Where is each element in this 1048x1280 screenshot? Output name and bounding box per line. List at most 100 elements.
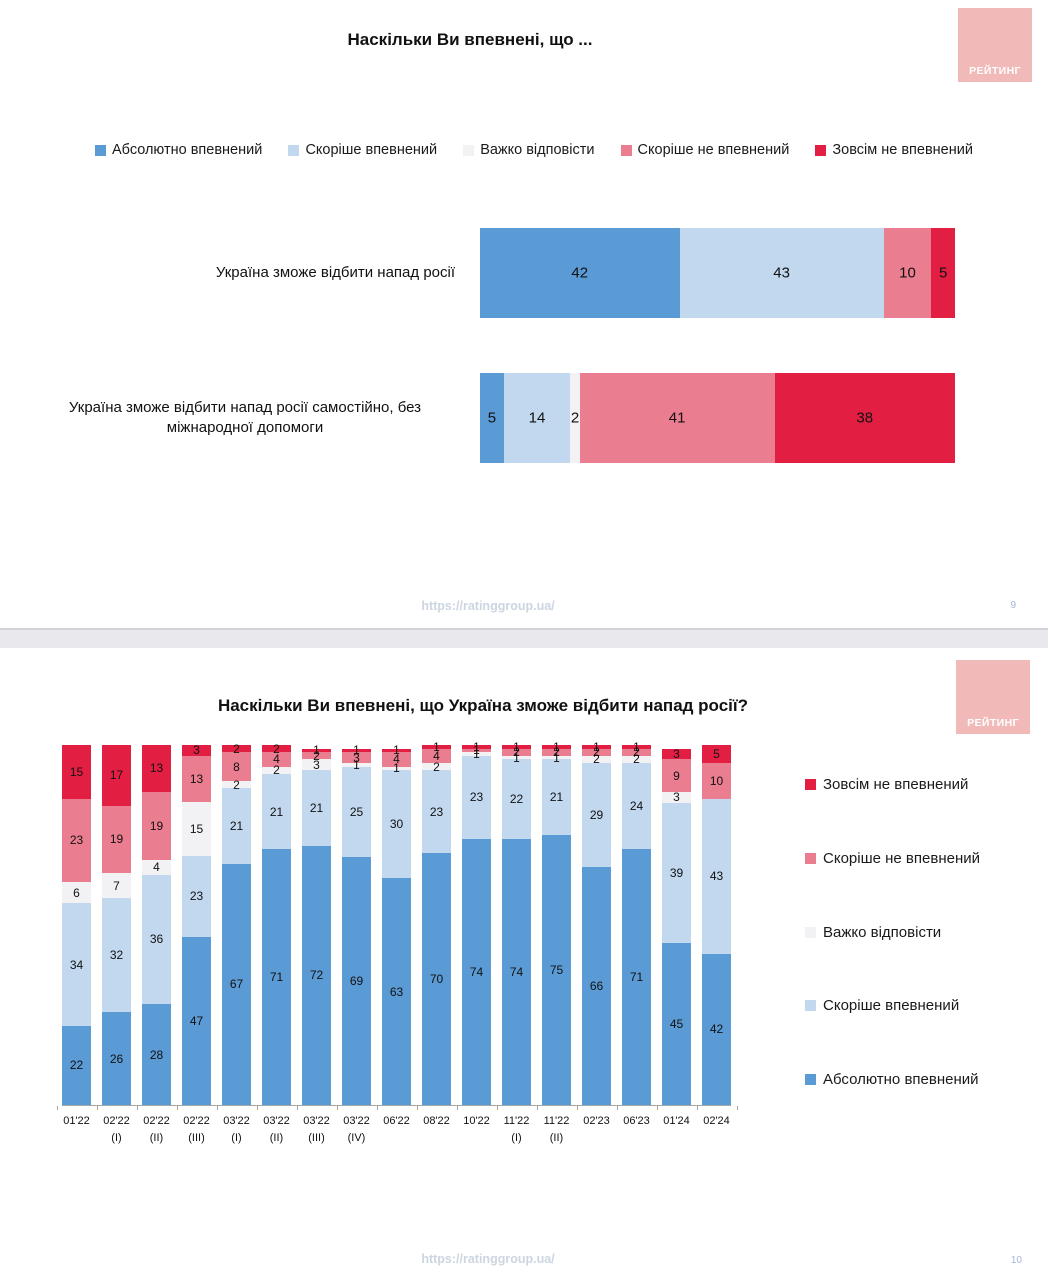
bar-segment: 42 [480,228,680,318]
bar-segment: 72 [302,845,331,1105]
stacked-column: 71 24 2 2 1 [622,741,651,1105]
bar-segment: 23 [62,799,91,882]
axis-tick [456,1106,458,1110]
bar-segment: 22 [502,759,531,839]
bar-segment: 2 [262,764,291,776]
bar-segment: 23 [182,855,211,938]
bar-segment: 3 [662,791,691,803]
segment-value: 41 [668,409,686,427]
x-axis-label: 03'22 (I) [223,1115,250,1144]
legend-label: Зовсім не впевнений [832,142,973,158]
bar-segment: 7 [102,873,131,899]
legend-swatch [815,144,827,156]
bar-segment: 22 [62,1025,91,1105]
x-axis-label: 06'23 [623,1115,650,1127]
bar-row: Україна зможе відбити напад росії 42 43 10 5 [15,228,955,318]
bar-segment: 4 [422,748,451,764]
page-title: Наскільки Ви впевнені, що Україна зможе … [217,696,749,715]
bar-segment: 21 [302,770,331,846]
bar-segment: 26 [102,1012,131,1105]
bar-segment: 10 [883,228,932,318]
segment-value: 23 [469,790,484,805]
segment-value: 1 [513,750,520,765]
legend-label: Скоріше впевнений [823,997,960,1015]
bar-segment: 5 [931,228,955,318]
bar-segment: 66 [582,867,611,1105]
axis-tick [336,1106,338,1110]
bar-segment: 1 [462,741,491,753]
slide-divider [0,628,1048,648]
legend-label: Скоріше не впевнений [637,142,790,158]
segment-value: 2 [313,748,320,763]
bar-segment: 17 [102,745,131,806]
legend-item: Абсолютно впевнений [805,1071,980,1088]
bar-segment: 24 [622,763,651,850]
segment-value: 36 [149,932,164,947]
legend-label: Важко відповісти [480,142,595,158]
stacked-column: 47 23 15 13 3 [182,744,211,1105]
bar-segment: 21 [262,773,291,850]
segment-value: 28 [149,1047,164,1062]
segment-value: 67 [229,977,244,992]
legend-swatch [805,926,816,938]
segment-value: 2 [273,741,280,756]
segment-value: 1 [633,739,640,754]
bar-segment: 39 [662,802,691,943]
bar-segment: 1 [382,762,411,774]
stacked-column: 71 21 2 4 2 [262,741,291,1105]
segment-value: 1 [473,747,480,762]
segment-value: 5 [487,409,497,427]
axis-tick [136,1106,138,1110]
slide-page-10: Наскільки Ви впевнені, що Україна зможе … [0,648,1048,1280]
segment-value: 4 [273,752,280,767]
x-axis-label: 03'22 (III) [303,1115,330,1144]
x-axis-label: 03'22 (II) [263,1115,290,1144]
segment-value: 4 [153,860,160,875]
segment-value: 23 [69,833,84,848]
bar-segment: 28 [142,1004,171,1105]
segment-value: 5 [713,747,720,762]
bar-segment: 2 [422,761,451,773]
segment-value: 19 [149,819,164,834]
legend-swatch [620,144,632,156]
legend-item: Скоріше впевнений [805,997,980,1014]
segment-value: 8 [233,759,240,774]
bar-segment: 1 [622,741,651,753]
stacked-bar: 42 43 10 5 [480,228,955,318]
bar-segment: 47 [182,937,211,1105]
bar-segment: 71 [262,849,291,1105]
legend-item: Абсолютно впевнений [95,142,262,158]
bar-segment: 5 [702,745,731,764]
segment-value: 22 [69,1058,84,1073]
bar-segment: 1 [502,741,531,753]
bar-segment: 42 [702,953,731,1105]
segment-value: 43 [773,264,790,282]
bar-segment: 15 [62,745,91,800]
x-axis-label: 01'22 [63,1115,90,1127]
bar-segment: 3 [182,744,211,756]
segment-value: 69 [349,973,364,988]
segment-value: 1 [553,750,560,765]
segment-value: 74 [509,964,524,979]
segment-value: 23 [429,804,444,819]
axis-tick [736,1106,738,1110]
segment-value: 1 [473,739,480,754]
chart-plot-area: 22 34 6 23 15 26 32 7 19 17 28 36 4 19 13 47 23 15 13 3 67 21… [62,741,742,1105]
segment-value: 1 [593,739,600,754]
stacked-column: 66 29 2 2 1 [582,741,611,1105]
segment-value: 32 [109,948,124,963]
segment-value: 24 [629,799,644,814]
bar-segment: 14 [503,373,571,463]
legend-item: Скоріше впевнений [288,142,437,158]
segment-value: 23 [189,889,204,904]
segment-value: 21 [549,790,564,805]
bar-segment: 1 [502,752,531,764]
legend-item: Скоріше не впевнений [620,142,790,158]
bar-segment: 3 [662,748,691,760]
segment-value: 15 [189,821,204,836]
bar-segment: 21 [222,788,251,864]
segment-value: 34 [69,957,84,972]
footer-link[interactable]: https://ratinggroup.ua/ [421,1252,555,1266]
segment-value: 10 [899,264,916,282]
footer-link[interactable]: https://ratinggroup.ua/ [421,599,555,613]
